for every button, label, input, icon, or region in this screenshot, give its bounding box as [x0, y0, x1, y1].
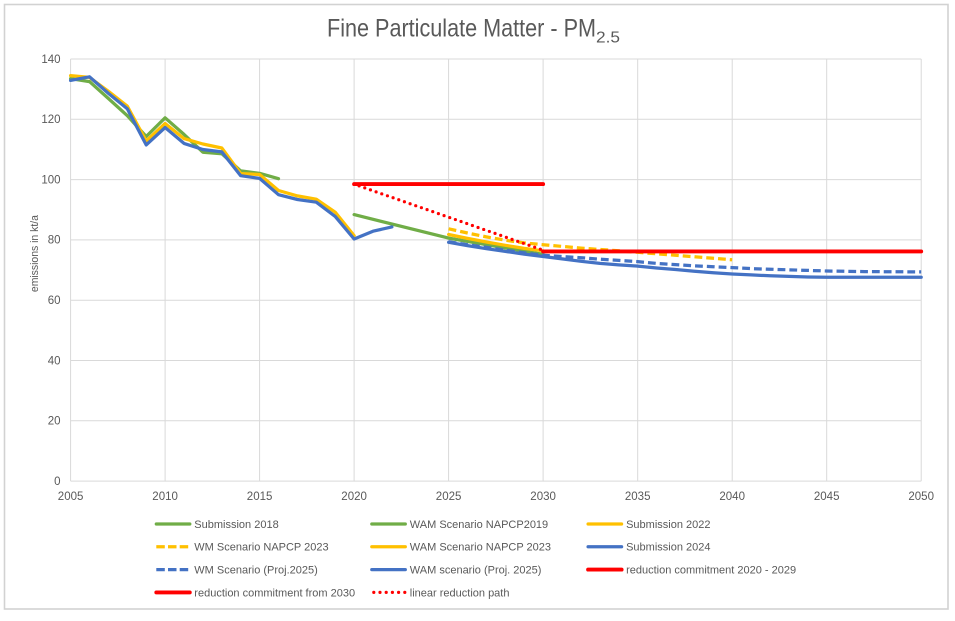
svg-text:WAM Scenario NAPCP 2023: WAM Scenario NAPCP 2023	[410, 542, 551, 554]
svg-text:100: 100	[41, 174, 60, 186]
svg-text:linear reduction path: linear reduction path	[410, 587, 510, 599]
svg-text:2005: 2005	[58, 491, 84, 503]
svg-text:60: 60	[48, 295, 61, 307]
svg-text:2030: 2030	[530, 491, 556, 503]
svg-text:2050: 2050	[908, 491, 934, 503]
svg-text:20: 20	[48, 416, 61, 428]
svg-text:80: 80	[48, 235, 61, 247]
svg-text:WAM Scenario NAPCP2019: WAM Scenario NAPCP2019	[410, 519, 548, 531]
svg-text:WAM scenario (Proj. 2025): WAM scenario (Proj. 2025)	[410, 565, 542, 577]
svg-text:Submission 2024: Submission 2024	[626, 542, 710, 554]
svg-text:2020: 2020	[341, 491, 367, 503]
svg-text:40: 40	[48, 355, 61, 367]
svg-text:2035: 2035	[625, 491, 651, 503]
svg-text:140: 140	[41, 54, 60, 66]
svg-text:Submission 2018: Submission 2018	[194, 519, 278, 531]
svg-text:2025: 2025	[436, 491, 462, 503]
svg-text:120: 120	[41, 114, 60, 126]
svg-text:WM Scenario (Proj.2025): WM Scenario (Proj.2025)	[194, 565, 317, 577]
svg-text:Fine Particulate Matter - PM2.: Fine Particulate Matter - PM2.5	[327, 15, 620, 47]
svg-text:2040: 2040	[719, 491, 745, 503]
svg-text:emissions in kt/a: emissions in kt/a	[29, 214, 41, 292]
svg-text:Submission 2022: Submission 2022	[626, 519, 710, 531]
svg-text:2010: 2010	[152, 491, 178, 503]
svg-text:WM Scenario NAPCP 2023: WM Scenario NAPCP 2023	[194, 542, 328, 554]
svg-text:reduction commitment 2020 - 20: reduction commitment 2020 - 2029	[626, 565, 796, 577]
svg-text:2045: 2045	[814, 491, 840, 503]
svg-text:2015: 2015	[247, 491, 273, 503]
svg-text:reduction commitment from 2030: reduction commitment from 2030	[194, 587, 355, 599]
svg-text:0: 0	[54, 476, 60, 488]
